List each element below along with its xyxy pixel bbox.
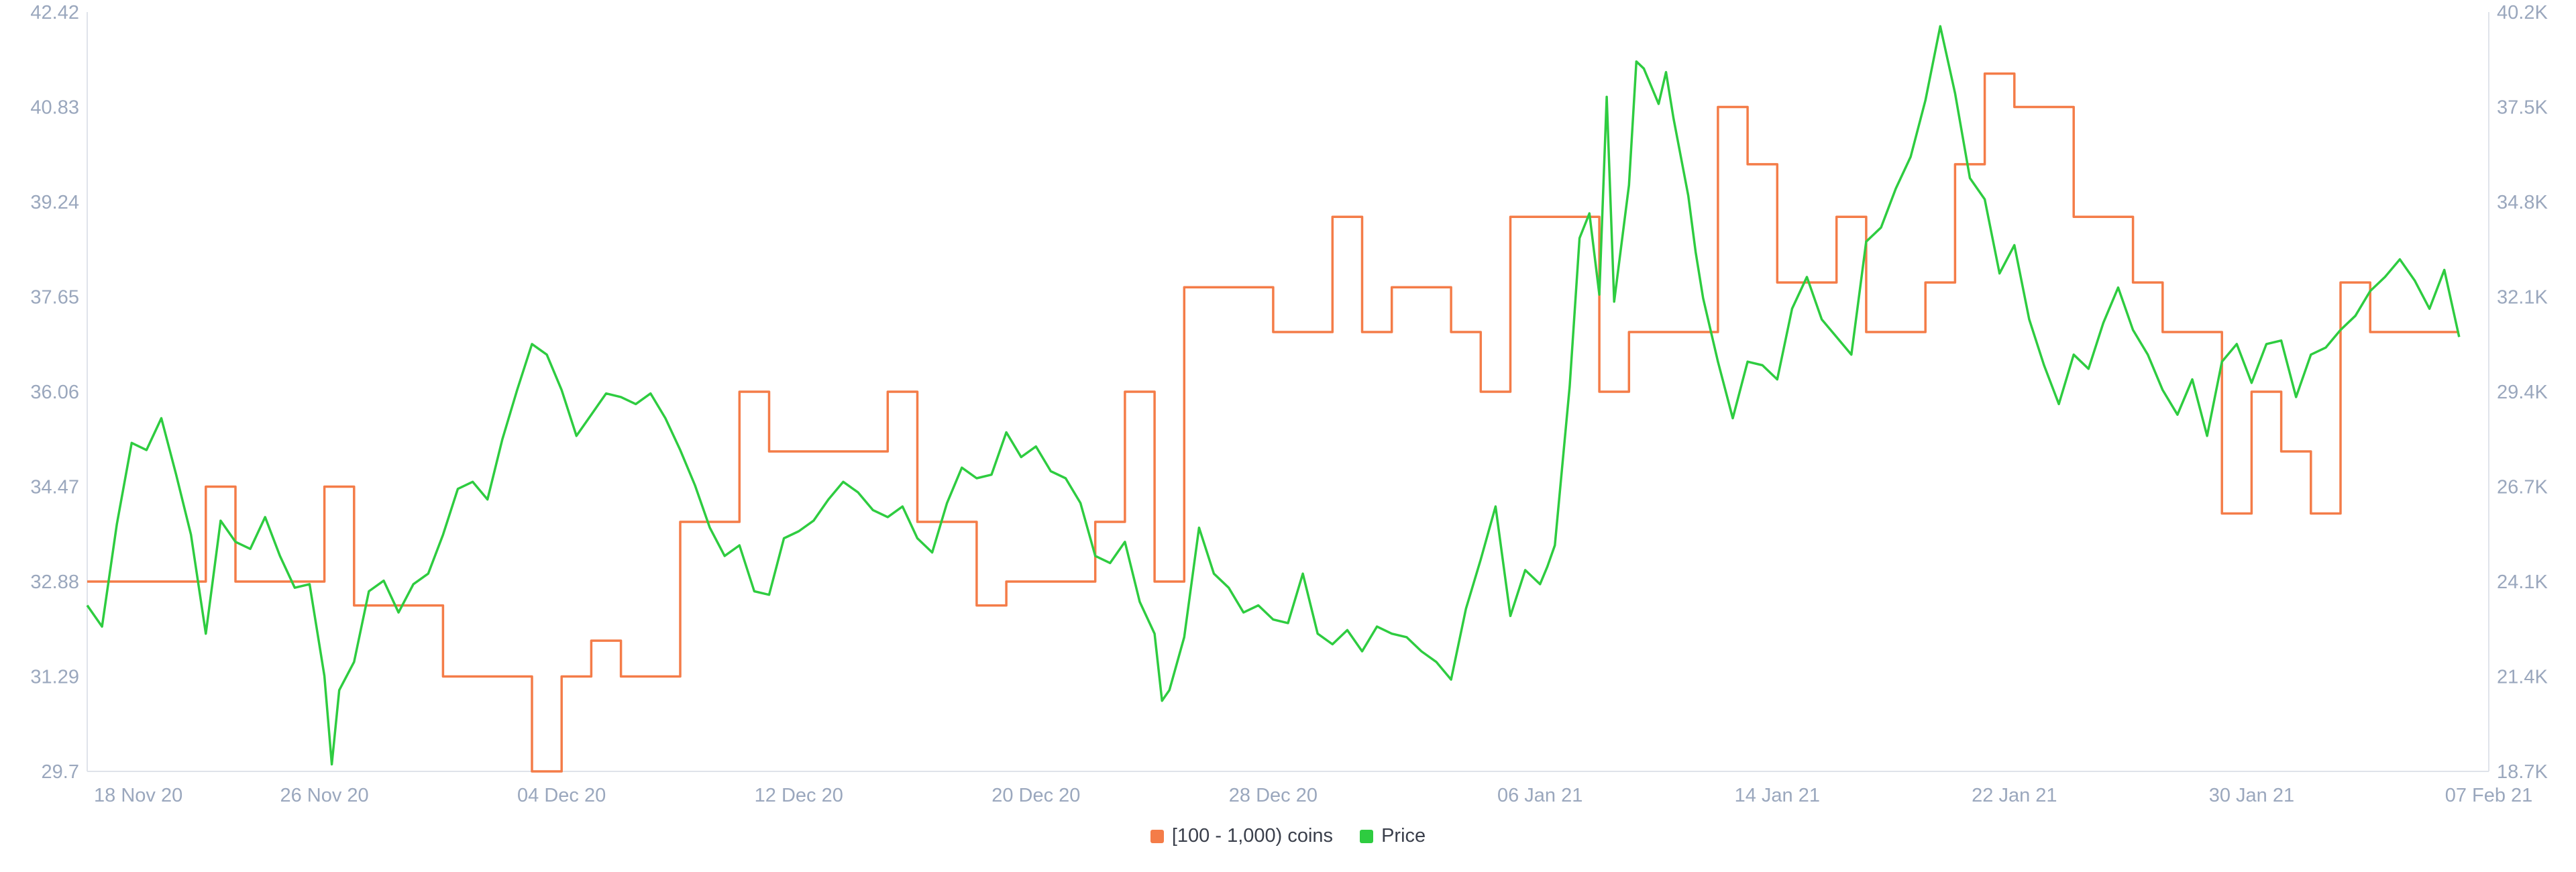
- x-tick-label: 28 Dec 20: [1229, 785, 1318, 806]
- holders-swatch-icon: [1150, 829, 1164, 843]
- x-tick-label: 12 Dec 20: [755, 785, 843, 806]
- right-tick-label: 18.7K: [2497, 761, 2548, 783]
- x-tick-label: 04 Dec 20: [517, 785, 606, 806]
- x-tick-label: 30 Jan 21: [2209, 785, 2294, 806]
- left-tick-label: 37.65: [30, 287, 79, 309]
- right-tick-label: 29.4K: [2497, 382, 2548, 403]
- right-axis-ticks: 18.7K 21.4K 24.1K 26.7K 29.4K 32.1K 34.8K 37.5K…: [2497, 2, 2548, 783]
- legend-item-price[interactable]: Price: [1360, 825, 1426, 847]
- legend: [100 - 1,000) coins Price: [0, 825, 2576, 847]
- price-swatch-icon: [1360, 829, 1374, 843]
- left-tick-label: 32.88: [30, 571, 79, 593]
- axes: [87, 12, 2489, 772]
- legend-label-price: Price: [1381, 825, 1426, 847]
- left-tick-label: 39.24: [30, 192, 79, 213]
- right-tick-label: 34.8K: [2497, 192, 2548, 213]
- right-tick-label: 21.4K: [2497, 667, 2548, 688]
- legend-item-holders[interactable]: [100 - 1,000) coins: [1150, 825, 1333, 847]
- x-tick-label: 22 Jan 21: [1972, 785, 2057, 806]
- right-tick-label: 24.1K: [2497, 571, 2548, 593]
- left-tick-label: 31.29: [30, 667, 79, 688]
- left-tick-label: 36.06: [30, 382, 79, 403]
- right-tick-label: 40.2K: [2497, 2, 2548, 23]
- legend-label-holders: [100 - 1,000) coins: [1171, 825, 1334, 847]
- left-tick-label: 40.83: [30, 97, 79, 119]
- left-axis-ticks: 29.7 31.29 32.88 34.47 36.06 37.65 39.24 40.83 4…: [30, 2, 79, 783]
- x-tick-label: 07 Feb 21: [2445, 785, 2533, 806]
- series-layer: [86, 25, 2461, 773]
- x-axis-ticks: 18 Nov 20 26 Nov 20 04 Dec 20 12 Dec 20 20 D…: [94, 785, 2532, 806]
- x-tick-label: 20 Dec 20: [991, 785, 1080, 806]
- right-tick-label: 32.1K: [2497, 287, 2548, 309]
- x-tick-label: 14 Jan 21: [1735, 785, 1820, 806]
- holders-series-line[interactable]: [87, 72, 2459, 773]
- x-tick-label: 06 Jan 21: [1497, 785, 1582, 806]
- right-tick-label: 37.5K: [2497, 97, 2548, 119]
- left-tick-label: 29.7: [42, 761, 79, 783]
- left-tick-label: 42.42: [30, 2, 79, 23]
- left-tick-label: 34.47: [30, 477, 79, 498]
- x-tick-label: 18 Nov 20: [94, 785, 182, 806]
- x-tick-label: 26 Nov 20: [280, 785, 368, 806]
- price-series-line[interactable]: [86, 25, 2461, 766]
- right-tick-label: 26.7K: [2497, 477, 2548, 498]
